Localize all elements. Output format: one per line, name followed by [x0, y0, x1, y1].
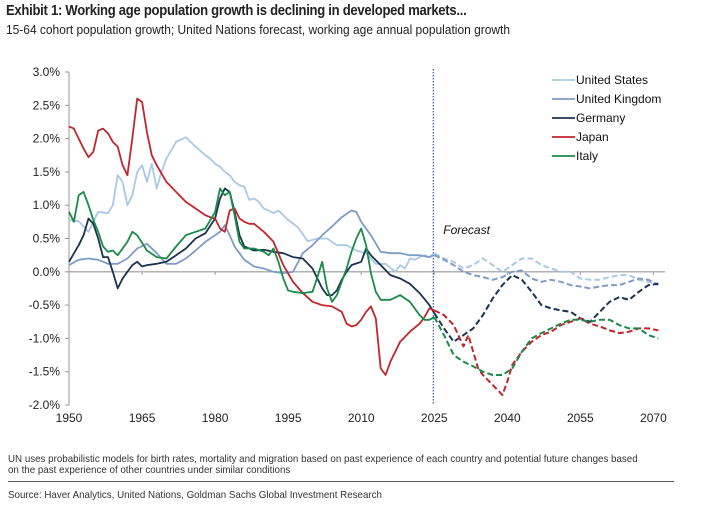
- x-tick-label: 2055: [567, 411, 594, 425]
- y-tick-label: 0.0%: [33, 265, 61, 279]
- divider: [8, 481, 674, 482]
- axes: 3.0% 2.5% 2.0% 1.5% 1.0% 0.5% 0.0% -0.5% -1.0% -1…: [29, 65, 667, 425]
- y-tick-label: 1.0%: [33, 198, 61, 212]
- legend: United States United Kingdom Germany Japan I…: [552, 73, 661, 163]
- series-line-italy-history: [68, 187, 435, 321]
- y-tick-label: 1.5%: [33, 165, 61, 179]
- legend-label-japan: Japan: [576, 130, 609, 144]
- x-tick-label: 2010: [348, 411, 375, 425]
- series-line-united-kingdom-forecast: [433, 254, 659, 290]
- y-tick-label: 3.0%: [33, 65, 61, 79]
- series-line-japan-history: [68, 97, 435, 376]
- legend-label-united-states: United States: [576, 73, 648, 87]
- y-tick-label: -1.0%: [29, 331, 61, 345]
- y-tick-label: 0.5%: [33, 232, 61, 246]
- y-tick-label: -0.5%: [29, 298, 61, 312]
- y-tick-label: 2.0%: [33, 132, 61, 146]
- series-line-germany-forecast: [433, 274, 659, 343]
- x-tick-label: 1980: [202, 411, 229, 425]
- line-chart: 3.0% 2.5% 2.0% 1.5% 1.0% 0.5% 0.0% -0.5% -1.0% -1…: [29, 65, 667, 425]
- series-line-united-states-history: [68, 136, 435, 273]
- x-tick-label: 2025: [421, 411, 448, 425]
- y-tick-label: -2.0%: [29, 398, 61, 412]
- chart-title: Exhibit 1: Working age population growth…: [6, 3, 467, 19]
- footnote: UN uses probabilistic models for birth r…: [8, 453, 638, 476]
- series-line-united-states-forecast: [433, 252, 659, 285]
- series-line-japan-forecast: [433, 309, 659, 396]
- series-line-italy-forecast: [433, 316, 659, 376]
- x-tick-label: 2070: [640, 411, 667, 425]
- source-note: Source: Haver Analytics, United Nations,…: [8, 489, 382, 501]
- legend-label-italy: Italy: [576, 149, 598, 163]
- series-layer: [68, 97, 659, 396]
- series-line-united-kingdom-history: [68, 209, 435, 274]
- y-tick-label: -1.5%: [29, 365, 61, 379]
- x-tick-label: 2040: [494, 411, 521, 425]
- y-tick-label: 2.5%: [33, 98, 61, 112]
- forecast-label: Forecast: [443, 223, 490, 237]
- x-tick-label: 1995: [275, 411, 302, 425]
- legend-label-united-kingdom: United Kingdom: [576, 92, 661, 106]
- legend-label-germany: Germany: [576, 111, 625, 125]
- x-tick-label: 1950: [56, 411, 83, 425]
- x-tick-label: 1965: [129, 411, 156, 425]
- chart-subtitle: 15-64 cohort population growth; United N…: [6, 22, 510, 37]
